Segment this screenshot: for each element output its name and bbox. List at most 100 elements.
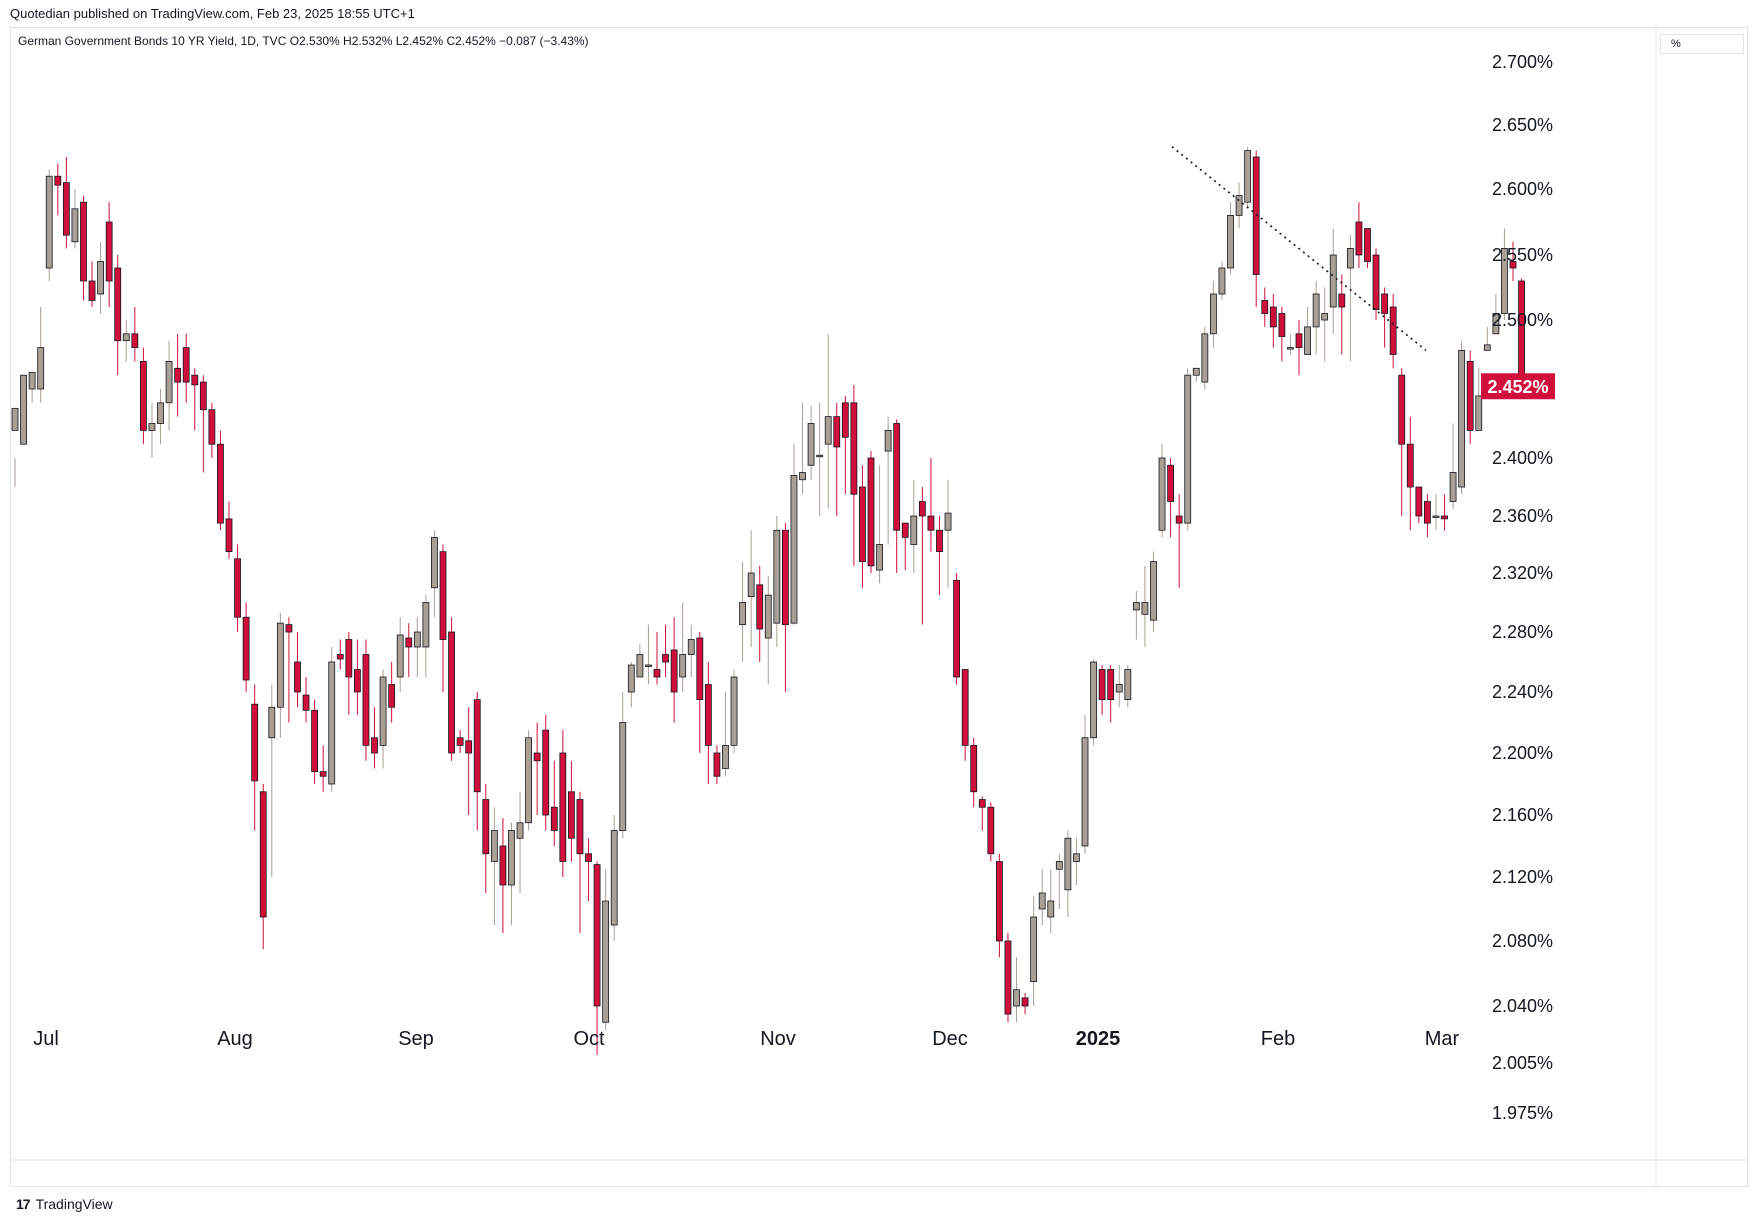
trendline-layer[interactable]	[1171, 146, 1427, 351]
candle-body	[970, 744, 978, 793]
candle-body	[268, 706, 276, 739]
candle-body	[465, 740, 473, 754]
candle-body	[97, 261, 104, 295]
candle	[901, 522, 909, 571]
candle-body	[311, 709, 319, 772]
candle-body	[165, 360, 173, 404]
candle	[927, 458, 935, 552]
candle	[764, 575, 772, 685]
candle	[559, 730, 567, 877]
price-tick-label: 2.320%	[1492, 563, 1553, 583]
candle-body	[1047, 900, 1055, 918]
candle-body	[713, 752, 721, 777]
candle-body	[859, 486, 866, 562]
time-axis[interactable]: Jul Aug Sep Oct Nov Dec 2025 Feb Mar	[33, 1028, 1459, 1050]
candle-body	[1475, 395, 1483, 431]
candle-body	[944, 512, 952, 531]
candle-body	[174, 367, 182, 383]
candle-body	[1115, 684, 1123, 693]
candle-body	[71, 208, 79, 243]
candle-body	[11, 407, 19, 431]
scale-percent-button[interactable]: %	[1660, 34, 1744, 54]
candle	[533, 722, 541, 815]
candle-body	[1064, 837, 1072, 891]
footer-brand[interactable]: 17 TradingView	[16, 1196, 113, 1212]
candle-body	[1192, 367, 1200, 376]
candle-body	[987, 806, 995, 855]
footer-brand-name: TradingView	[35, 1196, 113, 1212]
candle	[1483, 326, 1491, 351]
candle	[54, 163, 62, 216]
candle-body	[1424, 501, 1431, 524]
candle-body	[396, 634, 404, 678]
candle-body	[593, 864, 601, 1007]
candle	[747, 530, 755, 647]
candle	[773, 516, 781, 647]
candle	[1458, 340, 1466, 495]
candle-body	[1518, 280, 1525, 387]
candle	[1235, 182, 1243, 229]
price-tick-label: 2.080%	[1492, 931, 1553, 951]
candle	[1287, 333, 1294, 355]
candle-body	[1338, 293, 1346, 308]
candle	[1201, 326, 1209, 389]
candle-body	[422, 602, 430, 648]
candle	[910, 479, 918, 573]
candle	[576, 791, 584, 933]
candle	[251, 684, 259, 831]
candle-body	[388, 684, 396, 708]
candle	[1329, 228, 1337, 334]
candle-body	[910, 515, 918, 545]
candle-body	[1167, 464, 1174, 502]
candle-body	[199, 381, 207, 411]
candle-body	[54, 175, 62, 186]
candle	[593, 861, 601, 1055]
candle	[208, 402, 216, 458]
dotted-trendline[interactable]	[1171, 146, 1427, 351]
candle	[465, 707, 473, 815]
candle	[516, 791, 524, 893]
candle	[568, 760, 575, 862]
candle-body	[319, 771, 327, 777]
candle	[1227, 202, 1234, 275]
candle-body	[936, 529, 943, 553]
candle-body	[1218, 267, 1226, 295]
candle	[978, 796, 986, 831]
candle-body	[1364, 228, 1371, 262]
price-axis[interactable]: 2.700% 2.650% 2.600% 2.550% 2.500% 2.400% 2.36…	[1492, 52, 1553, 1123]
candle	[45, 169, 53, 281]
candle-body	[1415, 486, 1423, 517]
candle-body	[328, 661, 336, 785]
candle-body	[1210, 293, 1217, 335]
price-tick-label: 1.975%	[1492, 1103, 1553, 1123]
candle-body	[782, 529, 789, 626]
candle	[1073, 838, 1080, 885]
candle	[1389, 294, 1397, 369]
candle	[1364, 228, 1371, 268]
candle	[1372, 248, 1380, 320]
candle-body	[704, 684, 712, 746]
candle	[1321, 287, 1329, 362]
candle	[1167, 458, 1174, 538]
candle-body	[259, 791, 267, 918]
price-tick-label: 2.240%	[1492, 682, 1553, 702]
candle	[80, 195, 87, 301]
candle-body	[876, 544, 883, 571]
candle	[473, 692, 481, 831]
candle-body	[730, 676, 738, 746]
candle-body	[996, 861, 1003, 942]
candle	[1107, 665, 1115, 723]
symbol-legend[interactable]: German Government Bonds 10 YR Yield, 1D,…	[18, 34, 589, 48]
candle-body	[662, 654, 669, 663]
candle-body	[1150, 561, 1157, 621]
candle	[627, 662, 635, 708]
candle	[1415, 486, 1423, 524]
candle	[730, 669, 738, 753]
candle-body	[285, 624, 293, 633]
candle-body	[490, 830, 498, 862]
candle-body	[1449, 472, 1457, 502]
candle	[508, 822, 515, 925]
candle	[1081, 714, 1089, 854]
candle-body	[1355, 221, 1363, 256]
